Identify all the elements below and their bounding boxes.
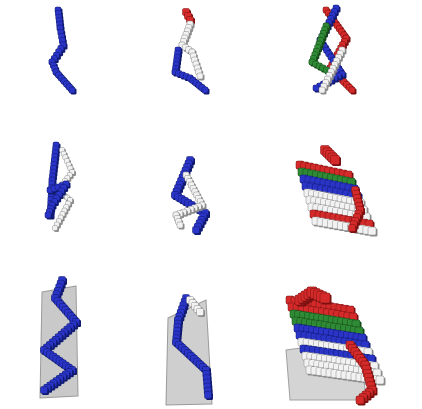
voxel (176, 221, 184, 229)
voxel (196, 308, 204, 316)
voxel (330, 155, 340, 165)
voxel (204, 391, 212, 399)
voxel (52, 225, 58, 231)
voxel (196, 72, 204, 80)
voxel (312, 84, 320, 92)
voxel (367, 226, 377, 236)
voxel (44, 211, 52, 219)
voxel (348, 224, 356, 232)
voxel (355, 395, 365, 405)
voxel (375, 375, 385, 385)
voxel (348, 86, 356, 94)
voxel (192, 226, 200, 234)
voxel (319, 292, 331, 304)
voxel (201, 86, 209, 94)
voxel (318, 86, 326, 94)
voxel (40, 386, 48, 394)
voxel (68, 86, 76, 94)
voxel-layer (40, 4, 386, 406)
